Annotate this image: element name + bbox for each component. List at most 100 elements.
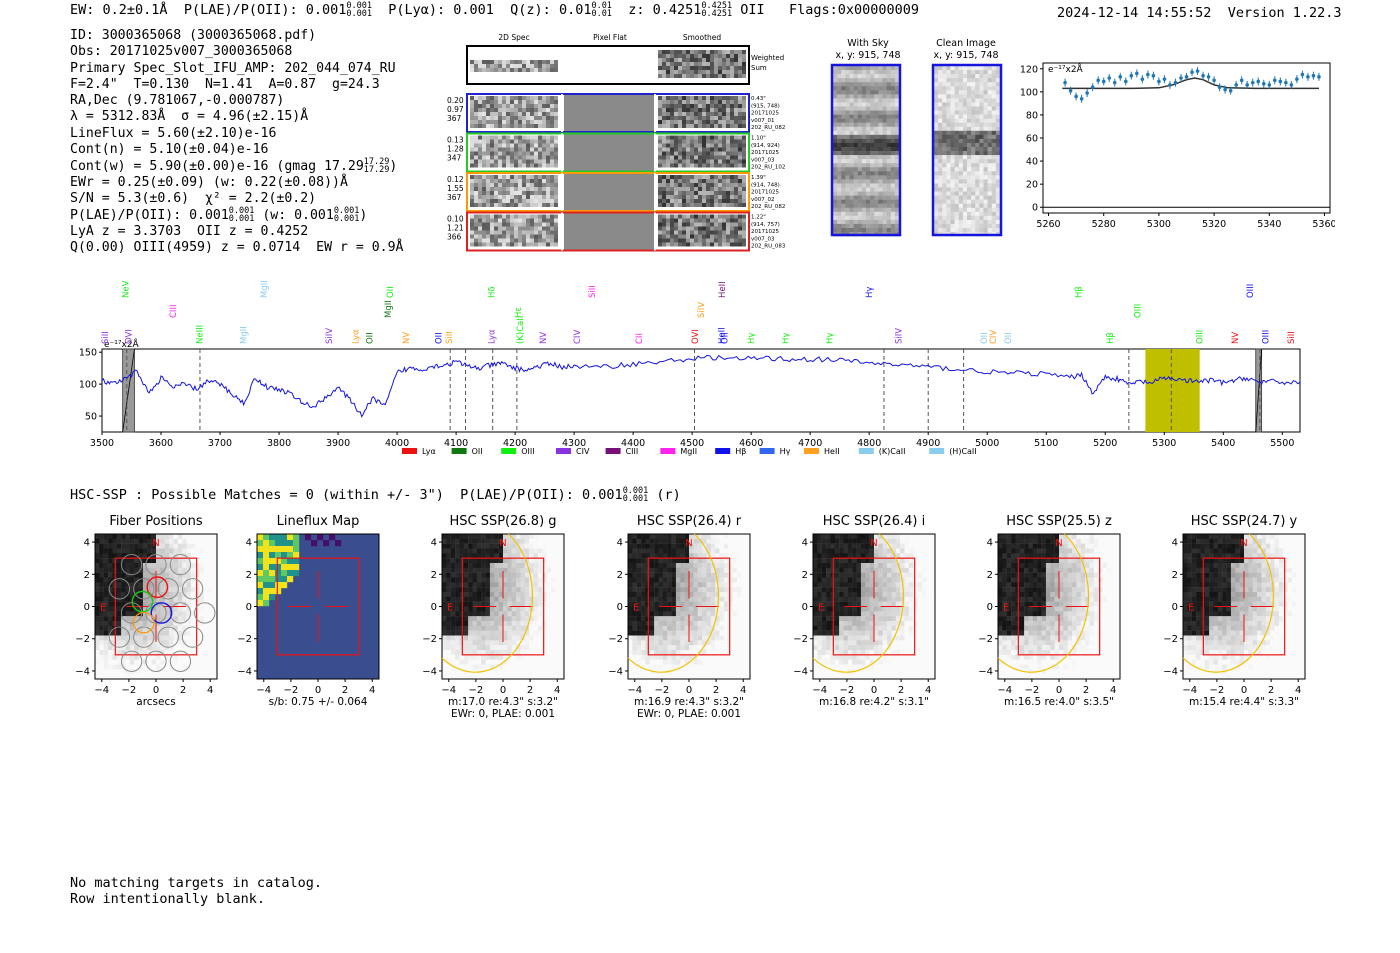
sky-pixel bbox=[962, 155, 968, 160]
cutout-pixel bbox=[514, 195, 518, 199]
cutout-pixel bbox=[658, 120, 662, 124]
hsc-pixel bbox=[173, 654, 178, 660]
cutout-pixel bbox=[538, 187, 542, 191]
hsc-pixel bbox=[173, 630, 178, 636]
hsc-pixel bbox=[164, 543, 170, 549]
cutout-pixel bbox=[674, 70, 678, 74]
hsc-pixel bbox=[129, 635, 135, 641]
sky-pixel bbox=[942, 130, 947, 136]
cutout-pixel bbox=[722, 155, 726, 160]
cutout-pixel bbox=[658, 175, 662, 179]
hsc-pixel bbox=[203, 587, 209, 593]
hsc-pixel bbox=[481, 606, 486, 612]
hsc-pixel bbox=[112, 534, 117, 540]
cutout-pixel bbox=[666, 66, 670, 70]
zoom-data-point bbox=[1223, 87, 1227, 92]
cutout-pixel bbox=[726, 58, 730, 62]
cutout-pixel bbox=[514, 60, 518, 64]
hsc-pixel bbox=[507, 635, 512, 641]
sky-pixel bbox=[995, 159, 1001, 164]
sky-pixel bbox=[874, 82, 879, 87]
hsc-pixel bbox=[208, 659, 213, 665]
sky-pixel bbox=[934, 191, 939, 196]
cutout-pixel bbox=[514, 222, 518, 227]
cutout-pixel bbox=[678, 147, 682, 152]
sky-pixel bbox=[886, 106, 892, 111]
spectrum-highlight-band bbox=[1145, 349, 1200, 432]
hsc-pixel bbox=[164, 548, 170, 554]
sky-pixel bbox=[958, 155, 964, 160]
cutout-pixel bbox=[670, 218, 674, 223]
cutout-pixel bbox=[470, 234, 474, 239]
cutout-pixel bbox=[698, 230, 702, 235]
hsc-pixel bbox=[169, 587, 174, 593]
hsc-pixel bbox=[116, 635, 122, 641]
sky-pixel bbox=[874, 78, 879, 83]
lineflux-pixel bbox=[269, 570, 276, 577]
hsc-xtick-label: 4 bbox=[369, 685, 375, 696]
hsc-pixel bbox=[507, 572, 512, 578]
cutout-pixel bbox=[686, 218, 690, 223]
cutout-pixel bbox=[530, 143, 534, 148]
cutout-pixel bbox=[502, 179, 506, 183]
cutout-pixel bbox=[722, 214, 726, 219]
sky-pixel bbox=[886, 219, 892, 225]
sky-pixel bbox=[991, 167, 997, 172]
cutout-pixel bbox=[714, 199, 718, 203]
zoom-xtick-label: 5280 bbox=[1092, 219, 1116, 230]
cutout-pixel bbox=[706, 112, 710, 116]
hsc-pixel bbox=[147, 650, 152, 656]
cutout-pixel bbox=[498, 214, 502, 219]
hsc-pixel bbox=[472, 582, 478, 588]
zoom-data-point bbox=[1228, 88, 1233, 93]
sky-pixel bbox=[979, 187, 984, 192]
hsc-pixel bbox=[147, 582, 152, 588]
cutout-pixel bbox=[714, 151, 718, 156]
sky-pixel bbox=[866, 122, 871, 127]
sky-pixel bbox=[878, 142, 883, 148]
cutout-pixel bbox=[686, 222, 690, 227]
hsc-pixel bbox=[212, 567, 218, 573]
sky-pixel bbox=[958, 90, 964, 95]
cutout-pixel bbox=[678, 50, 682, 54]
sky-pixel bbox=[962, 187, 968, 192]
sky-pixel bbox=[894, 167, 900, 172]
hsc-pixel bbox=[199, 592, 205, 598]
cutout-pixel bbox=[538, 60, 542, 64]
hsc-pixel bbox=[203, 625, 209, 631]
hsc-pixel bbox=[481, 543, 486, 549]
sky-pixel bbox=[946, 118, 951, 123]
sky-pixel bbox=[886, 130, 892, 136]
row-smoothed-strip bbox=[658, 214, 746, 247]
cutout-pixel bbox=[702, 230, 706, 235]
sky-pixel bbox=[971, 155, 976, 160]
cutout-pixel bbox=[554, 68, 558, 72]
hsc-pixel bbox=[195, 650, 200, 656]
cutout-pixel bbox=[534, 139, 538, 144]
sky-pixel bbox=[837, 223, 842, 229]
sky-pixel bbox=[938, 215, 943, 221]
sky-pixel bbox=[975, 70, 980, 75]
sky-pixel bbox=[950, 102, 955, 107]
sky-pixel bbox=[967, 147, 972, 152]
sky-pixel bbox=[833, 219, 838, 225]
sky-pixel bbox=[995, 183, 1001, 188]
compass-north: N bbox=[152, 538, 159, 549]
cutout-pixel bbox=[714, 116, 718, 120]
hsc-pixel bbox=[195, 601, 200, 607]
cutout-pixel bbox=[526, 143, 530, 148]
cutout-pixel bbox=[498, 112, 502, 116]
cutout-pixel bbox=[666, 143, 670, 148]
sky-pixel bbox=[870, 155, 875, 160]
cutout-pixel bbox=[470, 60, 474, 64]
cutout-pixel bbox=[510, 226, 514, 231]
spectral-line-label: SiII bbox=[445, 331, 455, 344]
hsc-pixel bbox=[520, 558, 525, 564]
cutout-pixel bbox=[694, 50, 698, 54]
cutout-pixel bbox=[534, 120, 538, 124]
hsc-pixel bbox=[138, 553, 144, 559]
cutout-pixel bbox=[738, 112, 742, 116]
sky-pixel bbox=[954, 86, 960, 91]
cutout-pixel bbox=[530, 108, 534, 112]
sky-pixel bbox=[954, 82, 960, 87]
